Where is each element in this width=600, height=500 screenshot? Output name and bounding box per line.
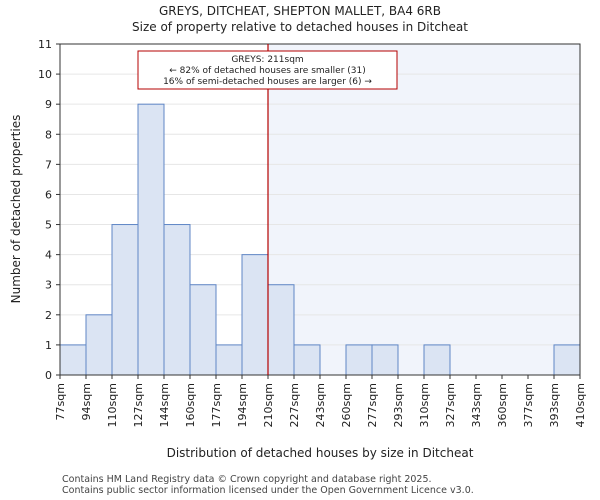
y-tick-label: 4 [45,249,52,262]
histogram-bar [293,344,321,376]
y-tick-label: 5 [45,219,52,232]
annotation-line: 16% of semi-detached houses are larger (… [163,77,372,87]
y-tick-label: 2 [45,309,52,322]
x-tick-label: 110sqm [106,383,119,427]
x-tick-label: 94sqm [80,383,93,420]
histogram-bar [163,224,191,376]
annotation-line: ← 82% of detached houses are smaller (31… [169,66,366,76]
histogram-bar [371,344,399,376]
x-tick-label: 127sqm [132,383,145,427]
y-tick-label: 3 [45,279,52,292]
x-tick-label: 243sqm [314,383,327,427]
x-tick-label: 310sqm [418,383,431,427]
x-tick-label: 144sqm [158,383,171,427]
x-tick-label: 277sqm [366,383,379,427]
histogram-bar [345,344,373,376]
y-tick-label: 11 [38,38,52,51]
annotation-box [137,50,398,90]
histogram-bar [137,103,165,376]
x-tick-label: 177sqm [210,383,223,427]
chart-subtitle: Size of property relative to detached ho… [132,20,468,34]
y-tick-label: 7 [45,158,52,171]
y-tick-label: 0 [45,369,52,382]
y-axis-label: Number of detached properties [9,114,23,304]
x-tick-label: 260sqm [340,383,353,427]
x-tick-label: 360sqm [496,383,509,427]
histogram-bar [59,344,87,376]
histogram-bar [85,314,113,376]
x-tick-label: 327sqm [444,383,457,427]
y-tick-label: 9 [45,98,52,111]
x-tick-label: 160sqm [184,383,197,427]
y-tick-label: 1 [45,339,52,352]
x-tick-label: 194sqm [236,383,249,427]
histogram-bar [111,224,139,376]
histogram-bar [423,344,451,376]
histogram-bar [553,344,581,376]
chart-title: GREYS, DITCHEAT, SHEPTON MALLET, BA4 6RB [158,4,442,18]
x-axis-label: Distribution of detached houses by size … [166,446,474,460]
highlight-region [268,44,580,375]
x-tick-label: 343sqm [470,383,483,427]
footer-licence: Contains public sector information licen… [62,485,474,496]
histogram-bar [189,284,217,376]
footer-copyright: Contains HM Land Registry data © Crown c… [62,474,432,485]
y-tick-label: 6 [45,188,52,201]
y-tick-label: 8 [45,128,52,141]
histogram-bar [267,284,295,376]
histogram-bar [215,344,243,376]
x-tick-label: 77sqm [54,383,67,420]
y-tick-label: 10 [38,68,52,81]
x-tick-label: 393sqm [548,383,561,427]
histogram-bar [241,254,269,376]
x-tick-label: 293sqm [392,383,405,427]
x-tick-label: 377sqm [522,383,535,427]
x-tick-label: 227sqm [288,383,301,427]
x-tick-label: 410sqm [574,383,587,427]
x-tick-label: 210sqm [262,383,275,427]
annotation-line: GREYS: 211sqm [231,55,303,65]
